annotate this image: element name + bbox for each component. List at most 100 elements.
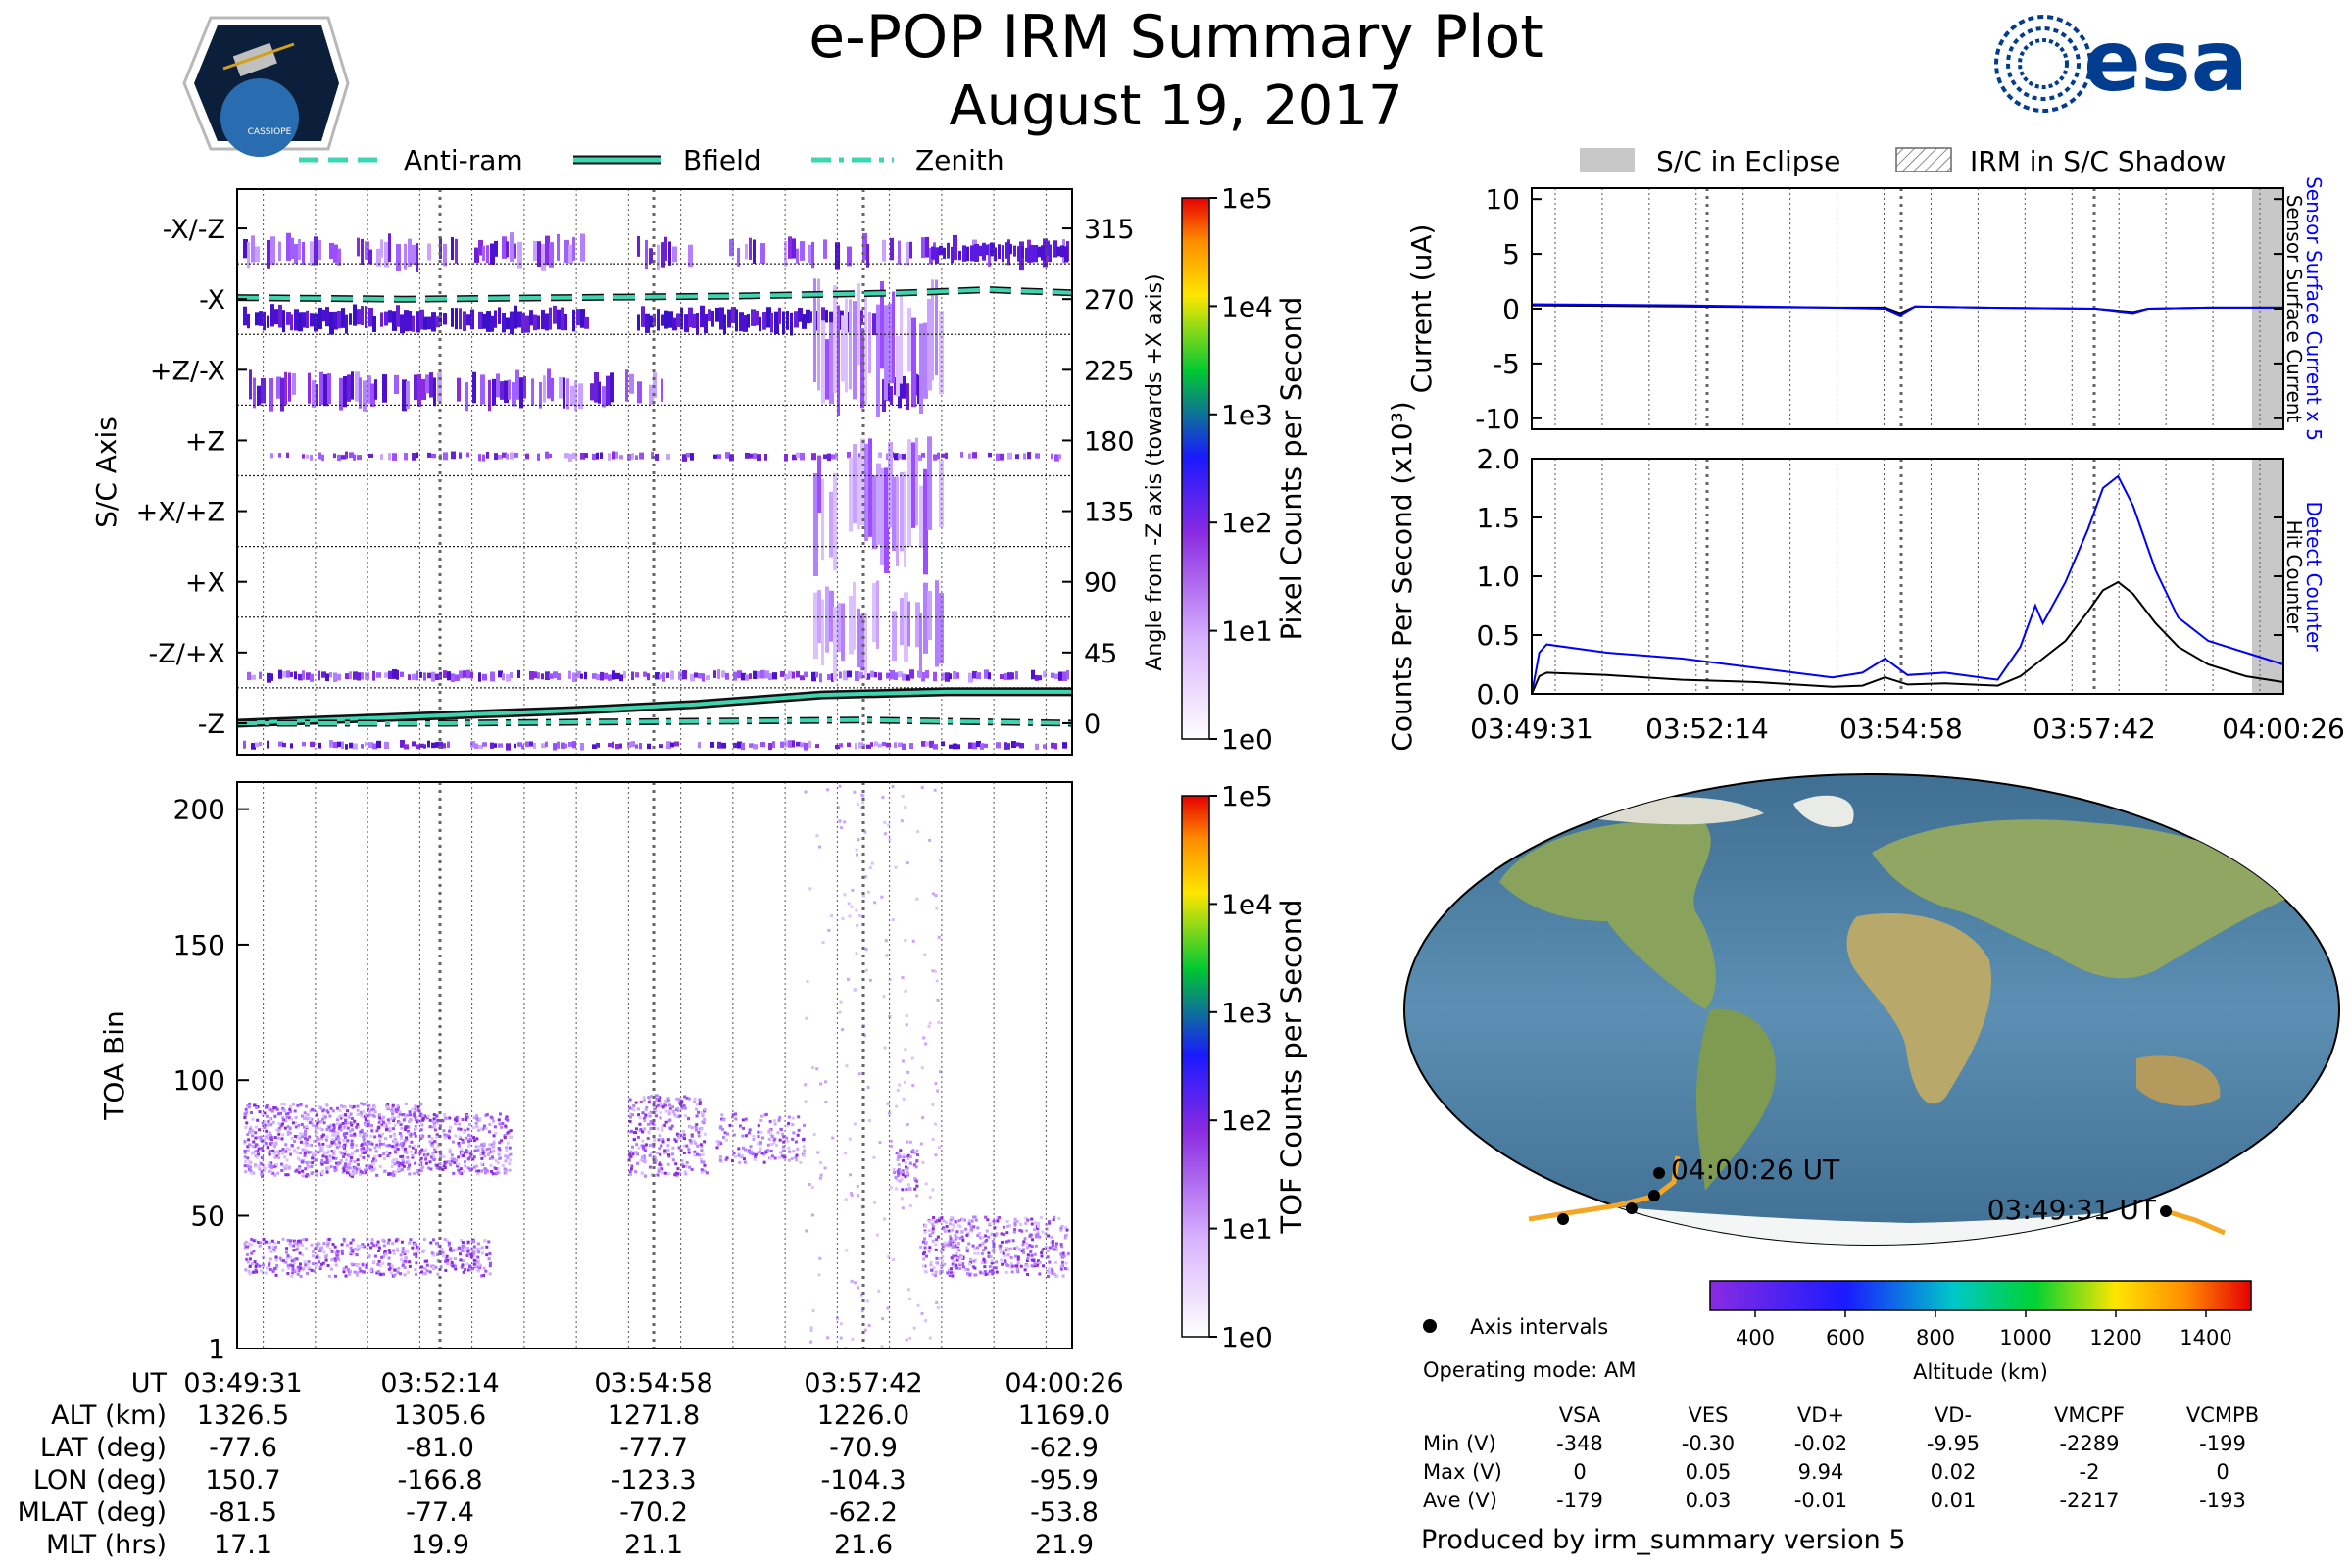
pixel-count-cell [745,674,749,681]
tof-count-cell [916,1303,920,1307]
tof-count-cell [256,1118,260,1122]
pixel-count-cell [945,452,948,460]
tof-count-cell [966,1267,970,1271]
tof-count-cell [1059,1252,1063,1256]
tof-count-cell [404,1127,408,1131]
pixel-count-cell [941,672,945,681]
tof-count-cell [667,1109,671,1113]
eclipse-legend: S/C in Eclipse IRM in S/C Shadow [1580,145,2226,177]
tof-count-cell [650,1095,654,1099]
tof-count-cell [387,1256,391,1260]
tof-count-cell [843,820,847,824]
pixel-count-cell [459,670,464,679]
tof-count-cell [880,1345,884,1348]
tof-count-cell [987,1235,991,1239]
tof-count-cell [700,1168,704,1172]
tof-count-cell [1016,1270,1020,1274]
tof-count-cell [952,1259,956,1263]
tof-count-cell [760,1130,763,1134]
tof-count-cell [408,1163,412,1167]
pixel-count-cell [876,463,881,545]
pixel-count-cell [529,310,533,326]
tof-count-cell [647,1096,651,1100]
pixel-count-cell [911,317,916,408]
tof-count-cell [407,1270,411,1274]
esa-logo: esa [1994,13,2248,113]
tof-count-cell [244,1268,248,1272]
tof-count-cell [728,1123,732,1127]
pixel-count-cell [925,669,929,679]
tof-count-cell [802,1153,806,1157]
tof-count-cell [857,838,860,842]
pixel-count-cell [686,453,690,458]
tof-count-cell [675,1132,679,1136]
pixel-count-cell [537,453,540,461]
tof-count-cell [938,1070,942,1074]
pixel-count-cell [333,244,338,263]
tof-count-cell [779,1127,783,1131]
tof-count-cell [391,1173,395,1177]
pixel-count-cell [349,452,354,459]
tof-count-cell [320,1172,324,1176]
tof-count-cell [698,1102,702,1105]
tof-count-cell [931,1227,935,1231]
tof-count-cell [263,1125,267,1129]
tof-count-cell [674,1139,678,1143]
tof-count-cell [754,1152,758,1156]
tof-count-cell [694,1125,698,1129]
tof-count-cell [919,1245,923,1249]
tof-count-cell [393,1134,397,1138]
tof-count-cell [356,1244,360,1248]
pixel-count-cell [278,241,281,261]
pixel-count-cell [359,377,362,409]
tof-count-cell [346,1267,350,1271]
tof-count-cell [629,1129,633,1133]
tof-count-cell [286,1132,290,1136]
pixel-count-cell [606,375,611,406]
tof-count-cell [692,1139,696,1143]
pixel-count-cell [439,237,442,259]
pixel-count-cell [267,239,270,269]
tof-count-cell [961,1265,965,1269]
tof-count-cell [365,1113,368,1117]
tof-count-cell [450,1153,454,1157]
tof-count-cell [936,998,940,1002]
pixel-count-cell [319,371,323,405]
tof-count-cell [303,1115,307,1119]
pixel-count-cell [888,441,893,528]
tof-count-cell [941,1245,945,1249]
tof-count-cell [773,1119,777,1123]
tof-count-cell [1000,1258,1004,1262]
pixel-count-cell [855,670,859,681]
tof-count-cell [652,1105,656,1109]
tof-count-cell [290,1259,294,1263]
pixel-count-cell [466,452,469,458]
tof-count-cell [1005,1219,1009,1223]
tof-count-cell [936,1089,940,1093]
bfield-line [236,689,1072,725]
tof-count-cell [409,1238,413,1242]
pixel-count-cell [727,309,731,328]
tof-count-cell [850,1193,854,1197]
tof-count-cell [252,1140,256,1144]
tof-count-cell [839,1336,843,1340]
pixel-count-cell [506,317,510,330]
tof-count-cell [356,1271,360,1275]
tof-count-cell [717,1142,721,1146]
pixel-count-cell [733,671,737,681]
tof-count-cell [301,1148,305,1152]
tof-count-cell [695,1102,699,1106]
tof-count-cell [673,1138,677,1142]
pixel-count-cell [455,674,460,681]
tof-count-cell [681,1130,685,1134]
tof-count-cell [636,1161,640,1165]
pixel-count-cell [400,671,404,677]
tof-count-cell [1035,1223,1039,1227]
pixel-count-cell [759,316,761,332]
tof-count-cell [314,1126,318,1130]
tof-count-cell [487,1240,491,1244]
tof-count-cell [880,895,884,899]
pixel-count-cell [269,378,273,412]
pixel-count-cell [884,467,889,573]
tof-count-cell [341,1105,345,1109]
